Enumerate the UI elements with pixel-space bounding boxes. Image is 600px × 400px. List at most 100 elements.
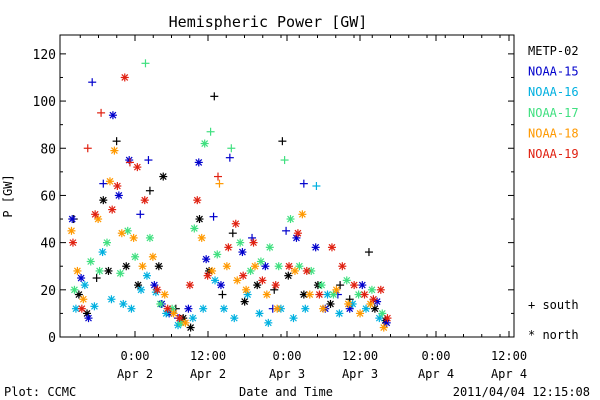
marker-stroke (220, 305, 228, 313)
marker-stroke (275, 262, 283, 270)
data-point (261, 262, 270, 271)
marker-stroke (193, 196, 201, 204)
data-point (215, 179, 224, 188)
marker-stroke (256, 309, 263, 317)
data-point (202, 255, 211, 264)
marker-stroke (68, 227, 75, 235)
data-point (335, 309, 344, 318)
marker-stroke (83, 309, 91, 317)
data-point (145, 186, 154, 195)
data-point (264, 318, 273, 327)
data-point (94, 215, 103, 224)
series-legend: METP-02 NOAA-15 NOAA-16 NOAA-17 NOAA-18 NOAA-… (528, 44, 579, 161)
y-axis-ticks: 0 20 40 60 80 100 120 (33, 48, 514, 346)
x-tick-label-date: Apr 3 (269, 367, 305, 381)
data-point (206, 127, 215, 136)
y-tick-label: 80 (40, 142, 56, 157)
data-point (367, 285, 376, 294)
marker-stroke (338, 262, 346, 270)
marker-stroke (156, 300, 164, 308)
marker-stroke (213, 250, 221, 258)
marker-stroke (137, 286, 145, 294)
marker-stroke (236, 239, 244, 247)
marker-stroke (127, 305, 135, 313)
marker-stroke (71, 286, 78, 294)
marker-stroke (196, 215, 203, 223)
marker-stroke (190, 225, 198, 232)
data-point (242, 285, 251, 294)
data-point (105, 177, 114, 186)
y-tick-label: 40 (40, 237, 56, 252)
data-point (219, 304, 228, 313)
legend-entry: NOAA-15 (528, 65, 579, 79)
marker-stroke (272, 281, 280, 289)
data-point (228, 229, 237, 238)
marker-stroke (68, 215, 76, 223)
data-point (91, 210, 100, 219)
marker-stroke (198, 234, 206, 242)
data-point (256, 257, 265, 266)
data-point (305, 290, 314, 299)
marker-legend-entry: * north (528, 328, 579, 342)
marker-stroke (79, 295, 87, 303)
marker-stroke (201, 140, 209, 147)
data-point (312, 182, 321, 190)
marker-stroke (195, 158, 203, 166)
marker-stroke (343, 276, 351, 284)
marker-stroke (119, 300, 127, 308)
data-point (95, 266, 104, 275)
marker-stroke (303, 267, 311, 275)
data-point (90, 302, 99, 311)
marker-stroke (108, 206, 116, 214)
marker-stroke (298, 210, 306, 218)
marker-stroke (149, 253, 157, 261)
x-tick-label-time: 12:00 (491, 349, 527, 363)
data-point (224, 243, 233, 252)
data-points (67, 59, 392, 332)
marker-stroke (300, 291, 308, 298)
data-point (108, 111, 117, 120)
marker-stroke (106, 177, 114, 185)
data-point (122, 262, 131, 271)
data-point (251, 262, 259, 271)
data-point (332, 285, 341, 294)
marker-stroke (377, 286, 385, 294)
data-point (375, 314, 384, 323)
marker-stroke (306, 291, 314, 298)
marker-stroke (186, 281, 194, 289)
data-point (225, 153, 234, 162)
data-point (338, 262, 347, 271)
data-point (230, 314, 239, 323)
marker-stroke (96, 267, 104, 275)
marker-stroke (99, 248, 106, 256)
marker-stroke (369, 295, 377, 303)
marker-stroke (69, 239, 77, 247)
data-point (203, 271, 212, 280)
data-point (104, 266, 113, 275)
marker-stroke (284, 272, 292, 280)
marker-stroke (367, 300, 374, 308)
data-point (265, 243, 274, 252)
x-tick-label-date: Apr 2 (117, 367, 153, 381)
data-point (329, 290, 338, 299)
marker-stroke (184, 305, 192, 313)
data-point (145, 233, 154, 242)
marker-stroke (378, 309, 386, 317)
data-point (289, 314, 298, 323)
marker-stroke (319, 305, 327, 313)
data-point (148, 252, 157, 261)
data-point (319, 304, 328, 313)
marker-stroke (258, 276, 266, 284)
data-point (209, 212, 218, 221)
marker-stroke (211, 276, 219, 284)
data-point (68, 215, 77, 224)
marker-stroke (134, 281, 142, 289)
data-point (271, 281, 280, 290)
data-point (116, 269, 125, 278)
data-point (344, 299, 353, 308)
y-tick-label: 0 (48, 331, 56, 346)
data-point (222, 262, 231, 271)
data-point (156, 299, 165, 308)
marker-stroke (131, 253, 139, 261)
marker-stroke (170, 309, 178, 317)
